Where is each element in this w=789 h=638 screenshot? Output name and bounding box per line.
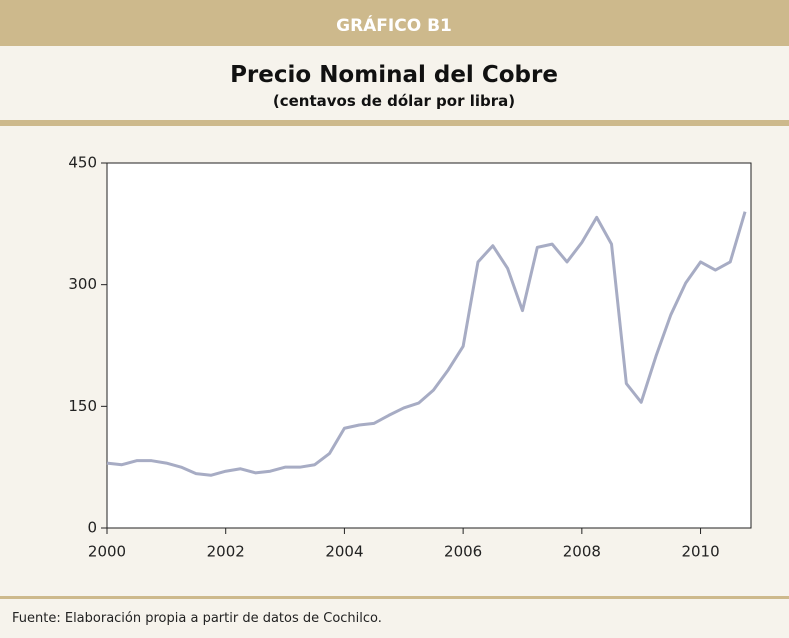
x-tick-label: 2008	[563, 543, 601, 561]
y-tick-label: 300	[68, 275, 97, 293]
plot-area	[106, 162, 752, 529]
footer-source: Fuente: Elaboración propia a partir de d…	[12, 611, 382, 626]
header-band	[0, 0, 789, 46]
y-tick-label: 0	[87, 519, 97, 537]
chart-subtitle: (centavos de dólar por libra)	[273, 92, 515, 110]
y-tick-label: 450	[68, 154, 97, 172]
chart-title: Precio Nominal del Cobre	[230, 62, 558, 88]
x-tick-label: 2002	[207, 543, 245, 561]
x-tick-label: 2000	[88, 543, 126, 561]
x-tick-label: 2004	[325, 543, 363, 561]
series-line	[106, 211, 747, 477]
y-tick-label: 150	[68, 397, 97, 415]
header-label: GRÁFICO B1	[336, 14, 452, 36]
divider	[0, 120, 789, 126]
footer-divider	[0, 596, 789, 599]
x-tick-label: 2006	[444, 543, 482, 561]
x-tick-label: 2010	[681, 543, 719, 561]
